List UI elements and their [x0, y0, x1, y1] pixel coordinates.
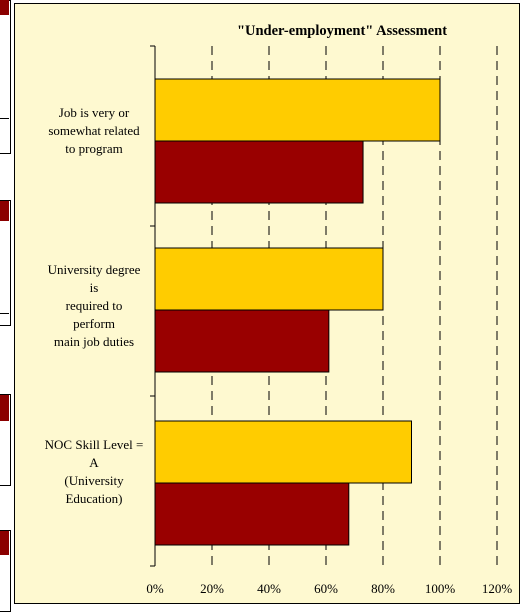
category-label-line: (University — [64, 473, 124, 488]
bar-2-series-2 — [154, 309, 330, 373]
clipped-panel-4 — [0, 530, 11, 612]
x-tick-label: 100% — [425, 581, 456, 596]
clipped-panel-2 — [0, 200, 11, 326]
clipped-panel-rule — [0, 313, 9, 314]
left-clipped-panels — [0, 0, 14, 612]
clipped-panel-header — [0, 531, 9, 555]
category-label-3: NOC Skill Level = A (University Education) — [29, 436, 159, 508]
category-label-line: A — [89, 455, 99, 470]
chart-frame: "Under-employment" Assessment Job is ver… — [14, 3, 520, 604]
bar-1-series-1 — [154, 78, 441, 142]
bar-2-series-1 — [154, 247, 384, 311]
clipped-panel-header — [0, 0, 9, 15]
clipped-panel-1 — [0, 0, 11, 154]
bar-1-series-2 — [154, 140, 364, 204]
clipped-panel-header — [0, 395, 9, 421]
category-label-line: Education) — [65, 491, 123, 506]
x-tick-label: 60% — [314, 581, 338, 596]
bar-3-series-2 — [154, 482, 350, 546]
category-label-line: required to — [65, 298, 123, 313]
category-label-line: NOC Skill Level = — [44, 437, 144, 452]
clipped-panel-header — [0, 201, 9, 221]
bar-chart-plot: 0% 20% 40% 60% 80% 100% 120% — [146, 45, 513, 596]
x-tick-label: 0% — [146, 581, 164, 596]
x-tick-label: 80% — [371, 581, 395, 596]
category-label-line: University degree — [47, 262, 141, 277]
x-tick-label: 20% — [200, 581, 224, 596]
category-label-line: main job duties — [53, 334, 135, 349]
x-tick-label: 120% — [482, 581, 513, 596]
category-label-line: somewhat related — [48, 123, 140, 138]
chart-title: "Under-employment" Assessment — [236, 23, 448, 39]
category-label-line: to program — [65, 141, 123, 156]
category-label-line: perform — [73, 316, 115, 331]
clipped-panel-3 — [0, 394, 11, 486]
category-label-line: Job is very or — [58, 105, 130, 120]
category-label-line: is — [89, 280, 99, 295]
category-label-2: University degree is required to perform mai… — [29, 261, 159, 351]
bar-3-series-1 — [154, 420, 412, 484]
category-label-1: Job is very or somewhat related to program — [29, 104, 159, 158]
clipped-panel-rule — [0, 118, 9, 119]
x-tick-label: 40% — [257, 581, 281, 596]
